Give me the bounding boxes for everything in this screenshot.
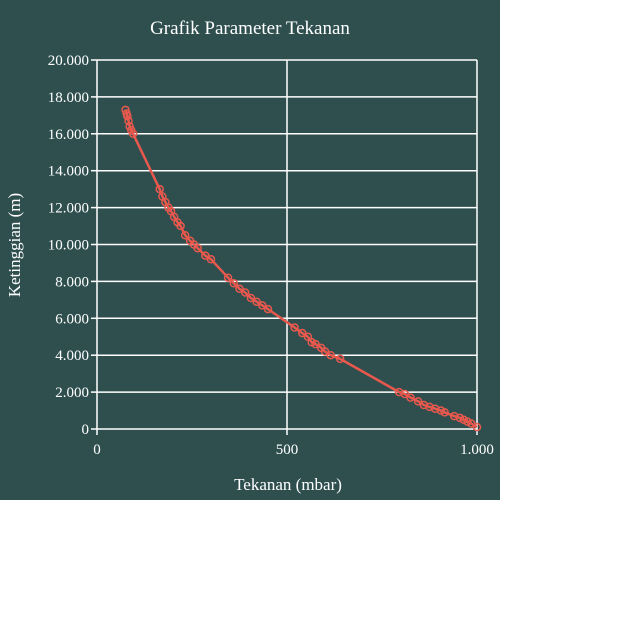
data-point-29 [290,323,299,332]
data-point-46 [440,408,449,417]
y-tick-label-6: 12.000 [48,201,89,217]
data-point-26 [252,297,261,306]
grid [96,59,478,430]
data-point-52 [472,422,482,432]
data-point-44 [430,404,440,413]
x-tick-label-1: 500 [276,442,299,458]
pressure-chart: Grafik Parameter Tekanan 0 500 1.000 0 2.00… [5,18,494,494]
data-point-6 [128,129,138,139]
data-point-28 [263,304,273,314]
y-tick-label-0: 0 [82,422,90,438]
y-tick-label-9: 18.000 [48,90,89,106]
data-point-14 [176,221,185,231]
data-point-47 [449,411,459,421]
data-point-37 [335,354,345,364]
y-tick-label-3: 6.000 [55,311,89,327]
y-axis-ticks: 0 2.000 4.000 6.000 8.000 10.000 12.000 14.000 1… [48,53,97,438]
data-point-27 [258,301,267,310]
data-point-18 [193,243,202,253]
data-point-25 [246,293,256,303]
y-tick-label-10: 20.000 [48,53,89,69]
data-point-31 [303,332,313,341]
data-point-43 [425,402,434,412]
data-point-40 [406,393,415,402]
y-tick-label-8: 16.000 [48,127,89,143]
data-point-24 [240,288,250,297]
data-point-39 [400,389,410,399]
data-point-33 [311,339,320,349]
y-axis-label: Ketinggian (m) [5,193,24,297]
data-point-19 [201,251,210,260]
y-tick-label-1: 2.000 [55,385,89,401]
data-point-3 [124,116,133,126]
data-point-30 [297,328,307,338]
data-point-42 [419,400,429,410]
series-layer [121,105,482,432]
x-axis-label: Tekanan (mbar) [234,475,342,494]
data-point-2 [123,112,132,121]
y-tick-label-5: 10.000 [48,238,89,254]
chart-panel: Grafik Parameter Tekanan 0 500 1.000 0 2.00… [0,0,500,500]
data-point-36 [326,350,335,360]
data-point-15 [180,231,190,240]
data-point-51 [467,419,476,428]
data-point-23 [235,284,244,294]
data-point-21 [223,273,233,282]
y-tick-label-4: 8.000 [55,274,89,290]
x-tick-label-2: 1.000 [460,442,494,458]
x-axis-ticks: 0 500 1.000 [93,429,494,458]
x-tick-label-0: 0 [93,442,101,458]
data-point-22 [229,278,239,288]
y-tick-label-2: 4.000 [55,348,89,364]
data-point-35 [320,347,330,356]
series-line [124,109,478,429]
y-tick-label-7: 14.000 [48,164,89,180]
data-point-38 [394,387,404,397]
data-point-20 [206,255,216,264]
data-point-7 [155,184,164,194]
chart-title: Grafik Parameter Tekanan [150,18,350,39]
data-point-41 [413,397,423,406]
